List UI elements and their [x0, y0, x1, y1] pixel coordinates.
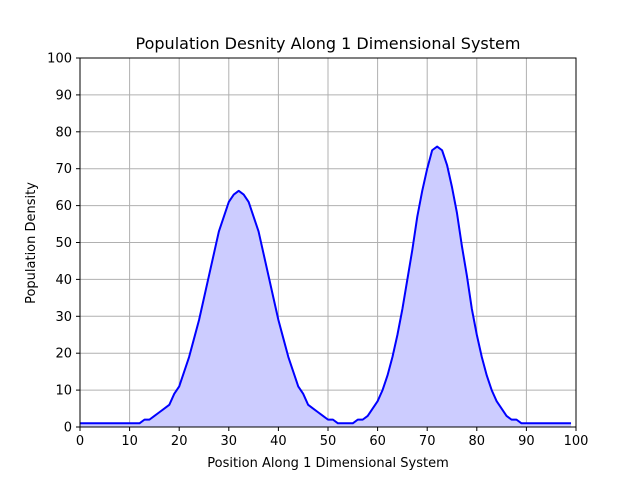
x-tick-label: 40	[270, 434, 287, 449]
y-tick-label: 70	[55, 162, 72, 177]
x-axis-label: Position Along 1 Dimensional System	[207, 456, 449, 471]
y-tick-label: 10	[55, 384, 72, 399]
x-tick-label: 60	[369, 434, 386, 449]
y-axis-ticks: 0 10 20 30 40 50 60 70 80 90 100	[47, 52, 80, 436]
x-tick-label: 80	[469, 434, 486, 449]
x-tick-label: 0	[76, 434, 84, 449]
y-tick-label: 20	[55, 347, 72, 362]
chart-title: Population Desnity Along 1 Dimensional S…	[136, 34, 521, 53]
x-tick-label: 10	[121, 434, 138, 449]
y-tick-label: 60	[55, 199, 72, 214]
y-tick-label: 80	[55, 125, 72, 140]
x-tick-label: 50	[320, 434, 337, 449]
y-axis-label: Population Density	[24, 182, 39, 304]
y-tick-label: 50	[55, 236, 72, 251]
x-tick-label: 20	[171, 434, 188, 449]
x-tick-label: 90	[518, 434, 535, 449]
y-tick-label: 30	[55, 310, 72, 325]
grid	[79, 57, 577, 428]
x-axis-ticks: 0 10 20 30 40 50 60 70 80 90 100	[76, 427, 589, 449]
y-tick-label: 90	[55, 88, 72, 103]
x-tick-label: 100	[564, 434, 589, 449]
y-tick-label: 100	[47, 52, 72, 67]
x-tick-label: 30	[221, 434, 238, 449]
y-tick-label: 0	[64, 421, 72, 436]
y-tick-label: 40	[55, 273, 72, 288]
density-area-fill	[80, 146, 572, 427]
density-line	[80, 145, 572, 425]
x-tick-label: 70	[419, 434, 436, 449]
